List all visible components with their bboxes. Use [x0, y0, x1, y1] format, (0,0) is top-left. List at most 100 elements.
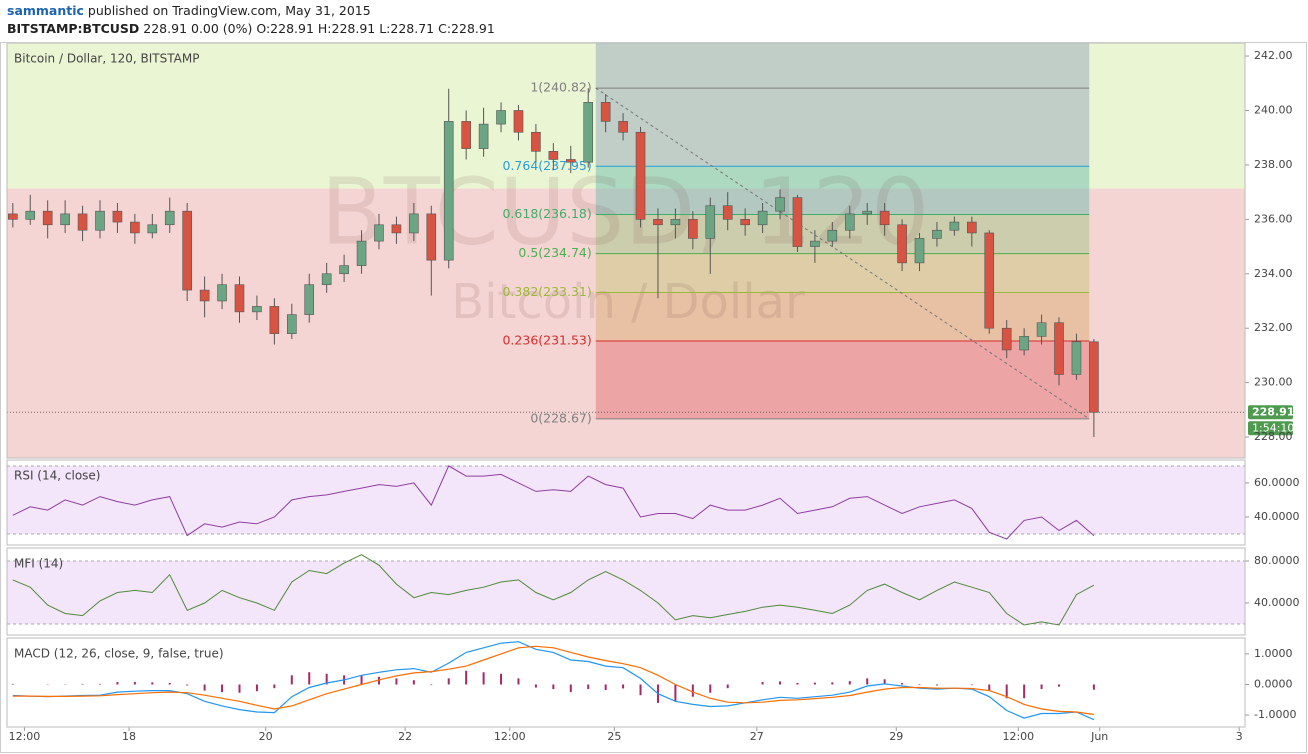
histogram-bar: [482, 672, 485, 685]
y-tick-label: 1.0000: [1254, 647, 1293, 660]
candle-body: [618, 121, 628, 133]
histogram-bar: [691, 684, 694, 697]
histogram-bar: [569, 684, 572, 693]
histogram-bar: [430, 684, 433, 686]
candle-body: [548, 151, 559, 160]
histogram-bar: [622, 684, 625, 689]
band-fill: [7, 465, 1245, 534]
histogram-bar: [500, 673, 503, 685]
candle-body: [182, 210, 192, 291]
candle-body: [740, 219, 750, 226]
candle-body: [478, 123, 489, 149]
pane-title: MACD (12, 26, close, 9, false, true): [14, 647, 224, 661]
fib-band: [595, 253, 1090, 293]
fib-band: [595, 43, 1090, 89]
histogram-bar: [1005, 684, 1008, 699]
histogram-bar: [203, 684, 206, 691]
y-tick-label: 238.00: [1254, 158, 1293, 171]
watermark-subtitle: Bitcoin / Dollar: [451, 274, 805, 330]
y-tick-label: 0.0000: [1254, 677, 1293, 690]
histogram-bar: [534, 684, 537, 688]
candle-body: [339, 265, 349, 275]
candle-body: [670, 219, 681, 226]
candle-body: [967, 221, 977, 234]
histogram-bar: [133, 682, 136, 685]
histogram-bar: [796, 682, 799, 685]
candle-body: [583, 102, 594, 163]
last-price-box: [1248, 405, 1293, 420]
histogram-bar: [779, 681, 782, 685]
pane-border: [6, 459, 1246, 546]
candle-body: [565, 159, 576, 163]
pane-border: [6, 547, 1246, 636]
fib-band: [595, 166, 1090, 215]
candle-body: [879, 210, 890, 226]
y-tick-label: 232.00: [1254, 321, 1293, 334]
histogram-bar: [221, 684, 224, 693]
candle-body: [112, 210, 123, 223]
y-tick-label: 230.00: [1254, 376, 1293, 389]
candle-body: [600, 102, 611, 122]
candle-body: [897, 224, 907, 264]
last-price-label: 228.91: [1252, 405, 1294, 418]
quote: 228.91 0.00 (0%) O:228.91 H:228.91 L:228…: [143, 21, 495, 36]
candle-body: [374, 224, 384, 242]
candle-body: [217, 284, 227, 302]
histogram-bar: [1040, 684, 1043, 690]
fib-band: [595, 88, 1090, 167]
fib-label: 0(228.67): [530, 410, 591, 425]
histogram-bar: [988, 684, 991, 691]
candle-body: [949, 221, 960, 231]
published-note: published on TradingView.com, May 31, 20…: [87, 3, 371, 18]
x-tick-label: 27: [750, 730, 764, 743]
histogram-bar: [116, 682, 119, 685]
fib-label: 0.5(234.74): [518, 245, 591, 260]
x-tick-label: 22: [398, 730, 412, 743]
y-tick-label: 228.00: [1254, 430, 1293, 443]
x-tick-label: 3: [1236, 730, 1243, 743]
fib-label: 0.618(236.18): [502, 206, 591, 221]
candle-body: [1036, 322, 1047, 337]
histogram-bar: [273, 684, 276, 689]
histogram-bar: [447, 678, 450, 685]
candle-body: [356, 240, 367, 266]
candle-body: [199, 289, 210, 302]
histogram-bar: [290, 675, 293, 685]
histogram-bar: [1058, 684, 1061, 687]
y-tick-label: 240.00: [1254, 103, 1293, 116]
pane-title: RSI (14, close): [14, 469, 100, 483]
histogram-bar: [901, 682, 904, 685]
candle-body: [792, 197, 803, 247]
candle-body: [635, 131, 646, 220]
fib-trend-line: [595, 87, 1090, 420]
histogram-bar: [168, 682, 171, 685]
candle-body: [95, 210, 105, 231]
histogram-bar: [186, 684, 189, 686]
candle-body: [653, 219, 663, 226]
histogram-bar: [412, 680, 415, 685]
x-tick-label: 12:00: [1002, 730, 1034, 743]
candle-body: [862, 210, 873, 215]
header: sammantic published on TradingView.com, …: [7, 2, 495, 38]
histogram-bar: [604, 684, 607, 690]
histogram-bar: [465, 670, 468, 685]
candle-body: [77, 213, 88, 231]
signal-line: [12, 645, 1094, 716]
publisher[interactable]: sammantic: [7, 3, 84, 18]
candle-body: [513, 110, 524, 133]
histogram-bar: [813, 682, 816, 685]
candle-body: [914, 238, 925, 264]
y-tick-label: 80.0000: [1254, 554, 1300, 567]
pane-border: [6, 637, 1246, 728]
candle-body: [147, 224, 158, 234]
histogram-bar: [935, 684, 938, 686]
countdown-box: [1248, 421, 1293, 436]
histogram-bar: [1092, 684, 1095, 690]
x-tick-label: Jun: [1090, 730, 1108, 743]
x-tick-label: 12:00: [9, 730, 41, 743]
candle-body: [461, 121, 471, 149]
watermark: BTCUSD, 120: [321, 158, 930, 265]
histogram-bar: [1023, 684, 1026, 699]
histogram-bar: [639, 684, 642, 696]
